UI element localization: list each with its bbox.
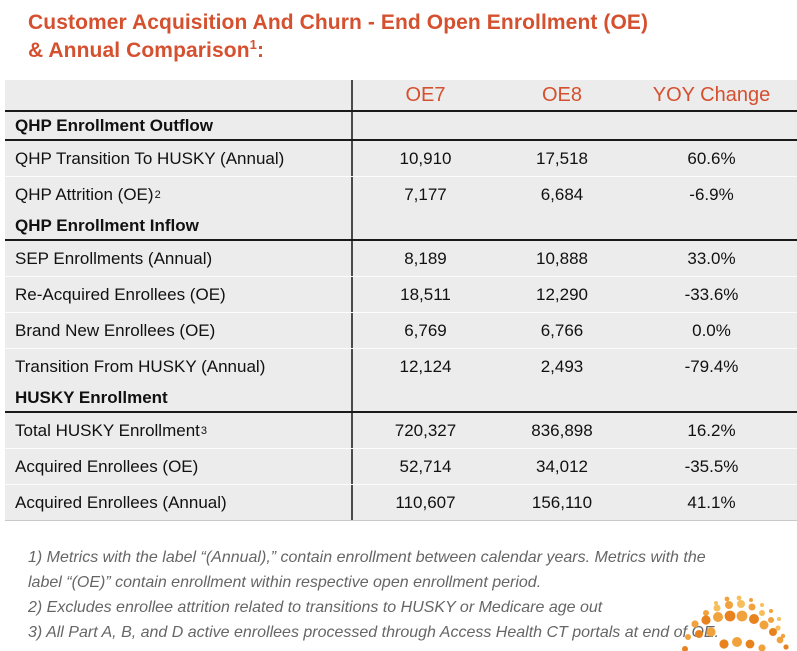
oe7-value: 12,124 [399,356,452,376]
page-title-line1: Customer Acquisition And Churn - End Ope… [28,11,649,34]
section-header-label: HUSKY Enrollment [5,384,353,411]
header-metric-spacer [5,80,353,110]
page-title-line2: & Annual Comparison [28,39,250,62]
section-header-row-qhp-outflow: QHP Enrollment Outflow [5,112,797,141]
metric-label: Brand New Enrollees (OE) [5,313,353,348]
section-header-label: QHP Enrollment Outflow [5,112,353,139]
column-header-oe8: OE8 [541,83,583,106]
metric-label: Acquired Enrollees (Annual) [5,485,353,520]
column-header-oe7: OE7 [405,83,446,106]
footnotes-block: 1) Metrics with the label “(Annual),” co… [28,545,740,645]
metric-label-text: QHP Transition To HUSKY (Annual) [15,148,285,168]
page-title: Customer Acquisition And Churn - End Ope… [28,9,768,65]
title-colon: : [256,39,265,62]
oe7-value: 6,769 [404,320,447,340]
table-row: QHP Attrition (OE) 2 7,177 6,684 -6.9% [5,176,797,212]
yoy-change-value: -35.5% [684,456,739,476]
metric-label: QHP Attrition (OE) 2 [5,177,353,212]
oe8-value: 17,518 [536,148,588,168]
column-header-yoy-change: YOY Change [652,83,771,106]
oe8-value: 10,888 [536,248,588,268]
footnote-3: 3) All Part A, B, and D active enrollees… [28,624,719,641]
table-row: Re-Acquired Enrollees (OE) 18,511 12,290… [5,276,797,312]
yoy-change-value: -6.9% [689,184,734,204]
table-row: Acquired Enrollees (OE) 52,714 34,012 -3… [5,448,797,484]
metric-label-text: Transition From HUSKY (Annual) [15,356,266,376]
section-header-row-husky: HUSKY Enrollment [5,384,797,413]
oe8-value: 156,110 [531,492,593,512]
oe8-value: 34,012 [536,456,588,476]
oe7-value: 7,177 [404,184,447,204]
metric-label-text: QHP Attrition (OE) [15,184,154,204]
metric-label: Re-Acquired Enrollees (OE) [5,277,353,312]
oe7-value: 52,714 [399,456,452,476]
table-row: Transition From HUSKY (Annual) 12,124 2,… [5,348,797,384]
oe7-value: 8,189 [404,248,447,268]
yoy-change-value: 33.0% [687,248,736,268]
table-row: Total HUSKY Enrollment 3 720,327 836,898 … [5,413,797,448]
metric-label-text: Re-Acquired Enrollees (OE) [15,284,226,304]
metric-label: Acquired Enrollees (OE) [5,449,353,484]
table-row: Acquired Enrollees (Annual) 110,607 156,… [5,484,797,520]
oe8-value: 6,766 [540,320,584,340]
oe8-value: 2,493 [540,356,584,376]
table-row: Brand New Enrollees (OE) 6,769 6,766 0.0… [5,312,797,348]
metric-label-text: Total HUSKY Enrollment [15,420,200,440]
metric-label-text: Acquired Enrollees (OE) [15,456,199,476]
oe8-value: 836,898 [531,420,593,440]
yoy-change-value: 16.2% [687,420,736,440]
access-health-ct-dots-logo-icon [682,595,789,651]
yoy-change-value: -79.4% [684,356,739,376]
footnote-2: 2) Excludes enrollee attrition related t… [28,599,603,616]
yoy-change-value: 0.0% [692,320,731,340]
metric-label-text: Brand New Enrollees (OE) [15,320,216,340]
section-header-row-qhp-inflow: QHP Enrollment Inflow [5,212,797,241]
metric-label-text: SEP Enrollments (Annual) [15,248,213,268]
yoy-change-value: 41.1% [687,492,736,512]
metric-label: Transition From HUSKY (Annual) [5,349,353,384]
metric-label: QHP Transition To HUSKY (Annual) [5,141,353,176]
yoy-change-value: -33.6% [684,284,739,304]
section-header-label: QHP Enrollment Inflow [5,212,353,239]
oe7-value: 18,511 [400,284,451,304]
oe7-value: 720,327 [394,420,457,440]
oe7-value: 10,910 [399,148,452,168]
table-header-row: OE7 OE8 YOY Change [5,80,797,112]
table-row: SEP Enrollments (Annual) 8,189 10,888 33… [5,241,797,276]
enrollment-table: OE7 OE8 YOY Change QHP Enrollment Outflo… [5,80,797,521]
oe8-value: 6,684 [540,184,584,204]
title-superscript: 1 [249,37,257,52]
metric-label: SEP Enrollments (Annual) [5,241,353,276]
yoy-change-value: 60.6% [687,148,736,168]
table-row: QHP Transition To HUSKY (Annual) 10,910 … [5,141,797,176]
oe7-value: 110,607 [395,492,456,512]
oe8-value: 12,290 [536,284,588,304]
footnote-1: 1) Metrics with the label “(Annual),” co… [28,549,706,591]
metric-label-text: Acquired Enrollees (Annual) [15,492,227,512]
metric-label: Total HUSKY Enrollment 3 [5,413,353,448]
